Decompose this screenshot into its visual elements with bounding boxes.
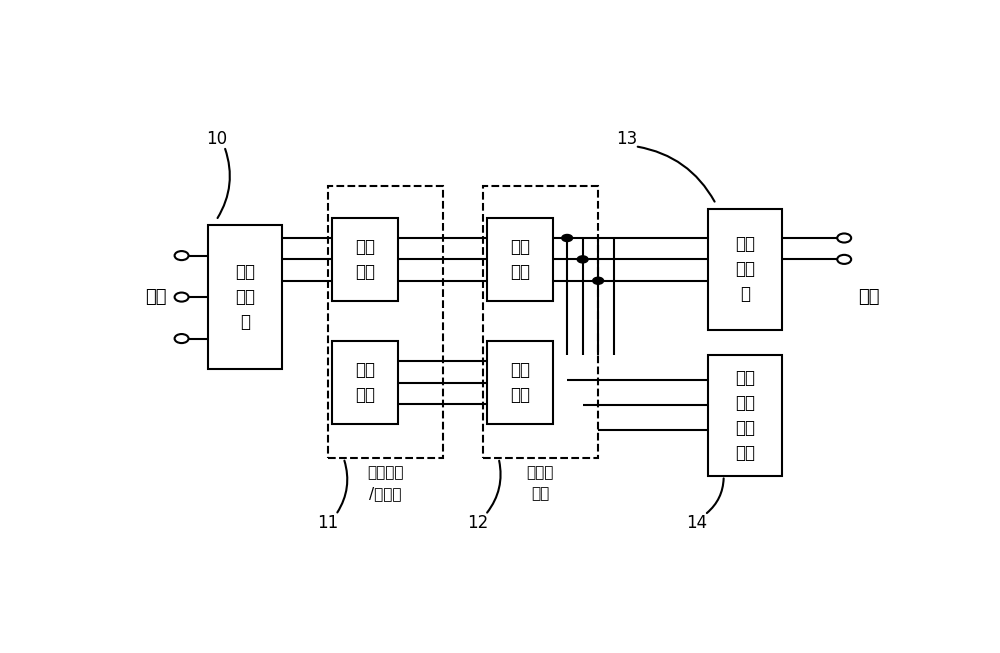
Text: 定子
绕组: 定子 绕组 xyxy=(355,238,375,281)
Text: 电源: 电源 xyxy=(145,288,167,306)
Text: 输入
逆变
器: 输入 逆变 器 xyxy=(235,263,255,331)
FancyBboxPatch shape xyxy=(487,341,553,424)
FancyBboxPatch shape xyxy=(332,341,398,424)
Text: 13: 13 xyxy=(617,130,638,148)
Circle shape xyxy=(577,256,588,263)
FancyBboxPatch shape xyxy=(487,218,553,301)
Text: 12: 12 xyxy=(467,515,488,532)
Text: 11: 11 xyxy=(317,515,339,532)
Text: 输出
整流
器: 输出 整流 器 xyxy=(735,236,755,304)
Text: 14: 14 xyxy=(686,515,708,532)
Text: 输入电动
/励磁机: 输入电动 /励磁机 xyxy=(367,465,404,501)
Text: 感应发
电机: 感应发 电机 xyxy=(527,465,554,501)
Text: 定子
绕组: 定子 绕组 xyxy=(510,238,530,281)
FancyBboxPatch shape xyxy=(708,355,782,475)
FancyBboxPatch shape xyxy=(332,218,398,301)
Text: 10: 10 xyxy=(206,130,227,148)
Circle shape xyxy=(562,234,573,242)
FancyBboxPatch shape xyxy=(708,209,782,330)
Text: 负载: 负载 xyxy=(858,288,880,306)
Text: 转子
绕组: 转子 绕组 xyxy=(510,361,530,404)
FancyBboxPatch shape xyxy=(208,225,282,369)
Text: 励磁
电流
调节
单元: 励磁 电流 调节 单元 xyxy=(735,369,755,462)
Text: 转子
绕组: 转子 绕组 xyxy=(355,361,375,404)
Circle shape xyxy=(593,278,604,284)
